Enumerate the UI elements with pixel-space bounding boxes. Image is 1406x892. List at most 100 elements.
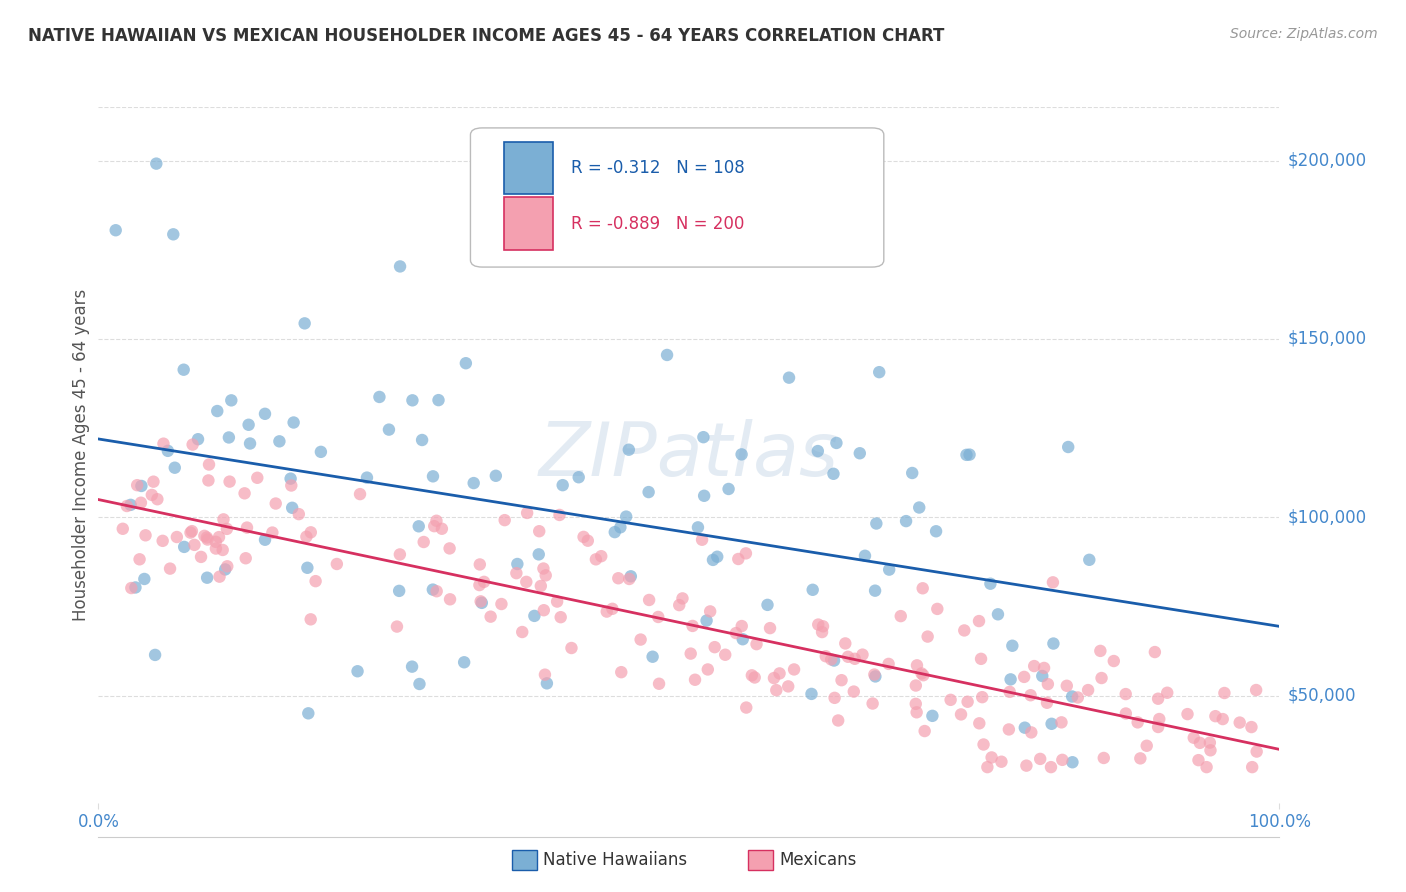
Point xyxy=(253,533,276,547)
Point xyxy=(152,533,174,548)
Point xyxy=(183,538,205,552)
Point xyxy=(1062,756,1084,770)
Point xyxy=(614,509,637,524)
Point xyxy=(536,676,558,690)
Point xyxy=(824,690,846,705)
Point xyxy=(233,486,256,500)
Text: $200,000: $200,000 xyxy=(1288,152,1367,169)
Point xyxy=(745,637,768,651)
Point xyxy=(609,520,631,534)
Point xyxy=(950,707,973,722)
Point xyxy=(853,549,876,563)
Point xyxy=(1031,669,1053,683)
Point xyxy=(955,448,977,462)
Point xyxy=(197,474,219,488)
Text: NATIVE HAWAIIAN VS MEXICAN HOUSEHOLDER INCOME AGES 45 - 64 YEARS CORRELATION CHA: NATIVE HAWAIIAN VS MEXICAN HOUSEHOLDER I… xyxy=(28,27,945,45)
Point xyxy=(717,482,740,496)
Point xyxy=(246,471,269,485)
Point xyxy=(980,750,1002,764)
Point xyxy=(911,582,934,596)
Point xyxy=(283,416,305,430)
Point xyxy=(591,250,613,264)
Point xyxy=(602,602,624,616)
Text: $150,000: $150,000 xyxy=(1288,330,1367,348)
Point xyxy=(696,663,718,677)
Point xyxy=(641,649,664,664)
Point xyxy=(778,679,800,693)
Point xyxy=(163,460,186,475)
Point xyxy=(727,552,749,566)
Point xyxy=(1001,639,1024,653)
Point xyxy=(831,673,853,688)
Point xyxy=(877,657,900,671)
Point xyxy=(1246,745,1268,759)
Point xyxy=(187,432,209,446)
Text: Native Hawaiians: Native Hawaiians xyxy=(543,851,688,869)
Point xyxy=(288,507,311,521)
Point xyxy=(1062,690,1084,704)
Point xyxy=(914,724,936,739)
Point xyxy=(619,572,641,586)
Point xyxy=(1129,751,1152,765)
Point xyxy=(1042,575,1064,590)
Point xyxy=(865,516,887,531)
Text: $100,000: $100,000 xyxy=(1288,508,1367,526)
Point xyxy=(735,700,758,714)
Point xyxy=(422,469,444,483)
Point xyxy=(778,370,800,384)
Point xyxy=(973,738,995,752)
Point xyxy=(894,514,917,528)
Point xyxy=(239,436,262,450)
Point xyxy=(842,684,865,698)
Point xyxy=(211,543,233,558)
Point xyxy=(703,640,725,655)
Text: $50,000: $50,000 xyxy=(1288,687,1357,705)
Point xyxy=(967,614,990,628)
Point xyxy=(166,530,188,544)
Point xyxy=(208,569,231,583)
Point xyxy=(131,479,153,493)
Point xyxy=(470,594,492,608)
Point xyxy=(801,582,824,597)
Point xyxy=(550,610,572,624)
Point xyxy=(141,488,163,502)
Point xyxy=(127,478,149,492)
Point xyxy=(800,687,823,701)
Point xyxy=(1229,715,1251,730)
Point xyxy=(939,693,962,707)
Point xyxy=(218,430,240,444)
Point xyxy=(724,626,747,640)
Point xyxy=(572,530,595,544)
Point xyxy=(297,706,319,721)
Point xyxy=(454,356,477,370)
Point xyxy=(1102,654,1125,668)
Point xyxy=(534,568,557,582)
Point xyxy=(890,609,912,624)
Point xyxy=(1204,709,1226,723)
Point xyxy=(143,648,166,662)
Point xyxy=(214,562,236,576)
Point xyxy=(730,447,752,461)
Point xyxy=(129,496,152,510)
Point xyxy=(1019,725,1042,739)
Point xyxy=(976,760,998,774)
Point xyxy=(589,186,612,200)
Point xyxy=(686,520,709,534)
Point xyxy=(426,584,449,599)
Point xyxy=(912,668,935,682)
Point xyxy=(104,223,127,237)
Point xyxy=(533,603,555,617)
Point xyxy=(471,596,494,610)
Point xyxy=(679,647,702,661)
Point xyxy=(1000,673,1022,687)
Point xyxy=(603,525,626,540)
Point xyxy=(463,476,485,491)
Point xyxy=(998,723,1021,737)
Point xyxy=(494,513,516,527)
Point xyxy=(505,566,527,581)
Point xyxy=(389,260,412,274)
Point xyxy=(479,609,502,624)
Point xyxy=(120,498,142,512)
Point xyxy=(921,709,943,723)
Point xyxy=(299,525,322,540)
